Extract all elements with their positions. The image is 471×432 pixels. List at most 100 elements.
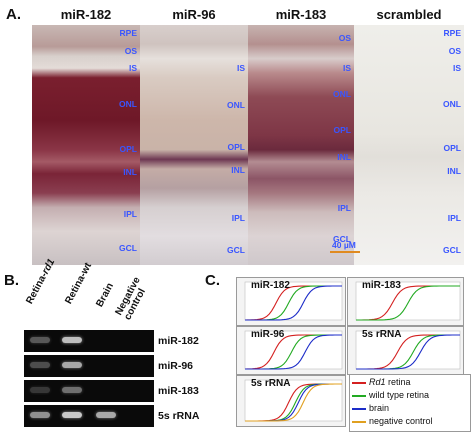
layer-label: OPL: [333, 125, 351, 135]
layer-label: INL: [447, 166, 461, 176]
qpcr-plot-title: 5s rRNA: [362, 329, 402, 340]
amplification-curve: [245, 383, 342, 422]
qpcr-plot: 5s rRNA: [347, 326, 464, 375]
gel-row-label: miR-96: [158, 360, 194, 372]
amplification-curves: [355, 330, 461, 370]
column-title-mir183: miR-183: [275, 7, 327, 22]
legend-entry: brain: [352, 403, 389, 413]
layer-label: ONL: [119, 99, 137, 109]
layer-label: INL: [337, 152, 351, 162]
plot-area: [244, 379, 343, 422]
qpcr-legend: Rd1 retina wild type retina brain negati…: [349, 374, 471, 432]
layer-label: RPE: [119, 28, 137, 38]
layer-label: OS: [448, 46, 461, 56]
qpcr-plot-title: miR-183: [362, 280, 401, 291]
gel-band: [62, 412, 82, 418]
histology-image-mir96: IS ONL OPL INL IPL GCL: [140, 25, 248, 265]
layer-label: IPL: [447, 213, 461, 223]
legend-swatch: [352, 381, 366, 384]
layer-label: IS: [452, 63, 461, 73]
scale-bar-label: 40 µM: [332, 240, 356, 250]
amplification-curve: [245, 334, 342, 370]
panel-b-letter: B.: [4, 272, 19, 289]
gel-band: [30, 412, 50, 418]
amplification-curves: [244, 379, 343, 422]
layer-label: OPL: [443, 143, 461, 153]
layer-label: ONL: [333, 89, 351, 99]
amplification-curve: [356, 285, 460, 321]
layer-label: OS: [124, 46, 137, 56]
qpcr-plot: miR-96: [236, 326, 346, 375]
gel-band: [62, 362, 82, 368]
layer-label: GCL: [119, 243, 137, 253]
lane-label-text: Negative control: [113, 275, 148, 322]
qpcr-plot: miR-183: [347, 277, 464, 326]
histology-image-mir183: OS IS ONL OPL INL IPL GCL: [248, 25, 354, 265]
gel-band: [62, 337, 82, 343]
layer-label: ONL: [443, 99, 461, 109]
column-title-scrambled: scrambled: [376, 7, 442, 22]
legend-text: brain: [369, 403, 390, 413]
layer-label: INL: [231, 165, 245, 175]
qpcr-plot-title: miR-182: [251, 280, 290, 291]
layer-label: IPL: [123, 209, 137, 219]
layer-label: IPL: [337, 203, 351, 213]
gel-row-label: 5s rRNA: [158, 410, 200, 422]
legend-italic: Rd1: [369, 377, 386, 387]
plot-area: [244, 330, 343, 370]
layer-label: OPL: [227, 142, 245, 152]
layer-label: GCL: [333, 234, 351, 244]
qpcr-plot-title: miR-96: [251, 329, 285, 340]
gel-band: [30, 387, 50, 393]
layer-label: IPL: [231, 213, 245, 223]
amplification-curves: [244, 330, 343, 370]
legend-swatch: [352, 407, 366, 410]
panel-c-letter: C.: [205, 272, 220, 289]
gel-row: [24, 405, 154, 427]
lane-label-prefix: Retina-: [24, 270, 50, 306]
legend-text: wild type retina: [369, 390, 430, 400]
gel-row: [24, 380, 154, 402]
layer-label: OPL: [119, 144, 137, 154]
layer-label: IS: [128, 63, 137, 73]
plot-area: [355, 330, 461, 370]
legend-entry: negative control: [352, 416, 433, 426]
gel-row: [24, 330, 154, 352]
layer-label: RPE: [443, 28, 461, 38]
legend-entry: wild type retina: [352, 390, 429, 400]
legend-swatch: [352, 394, 366, 397]
layer-label: INL: [123, 167, 137, 177]
qpcr-plot-title: 5s rRNA: [251, 378, 291, 389]
qpcr-plot: 5s rRNA: [236, 375, 346, 427]
amplification-curves: [355, 281, 461, 321]
legend-text: negative control: [369, 416, 433, 426]
lane-label-brain: Brain: [94, 281, 117, 309]
histology-image-mir182: RPE OS IS ONL OPL INL IPL GCL: [32, 25, 140, 265]
layer-label: IS: [236, 63, 245, 73]
legend-text: retina: [385, 377, 411, 387]
amplification-curve: [245, 285, 342, 321]
gel-band: [62, 387, 82, 393]
legend-entry: Rd1 retina: [352, 377, 411, 387]
panel-a-letter: A.: [6, 6, 21, 23]
qpcr-plot: miR-182: [236, 277, 346, 326]
layer-label: IS: [342, 63, 351, 73]
scale-bar: [330, 251, 360, 253]
amplification-curves: [244, 281, 343, 321]
column-title-mir182: miR-182: [60, 7, 112, 22]
gel-row-label: miR-182: [158, 335, 199, 347]
legend-swatch: [352, 420, 366, 423]
histology-image-scrambled: RPE OS IS ONL OPL INL IPL GCL: [354, 25, 464, 265]
layer-label: OS: [338, 33, 351, 43]
amplification-curve: [356, 334, 460, 370]
gel-row: [24, 355, 154, 377]
gel-band: [30, 362, 50, 368]
plot-area: [355, 281, 461, 321]
gel-band: [96, 412, 116, 418]
gel-band: [30, 337, 50, 343]
column-title-mir96: miR-96: [172, 7, 216, 22]
layer-label: ONL: [227, 100, 245, 110]
layer-label: GCL: [227, 245, 245, 255]
lane-label-negative-control: Negative control: [113, 260, 160, 322]
gel-row-label: miR-183: [158, 385, 199, 397]
